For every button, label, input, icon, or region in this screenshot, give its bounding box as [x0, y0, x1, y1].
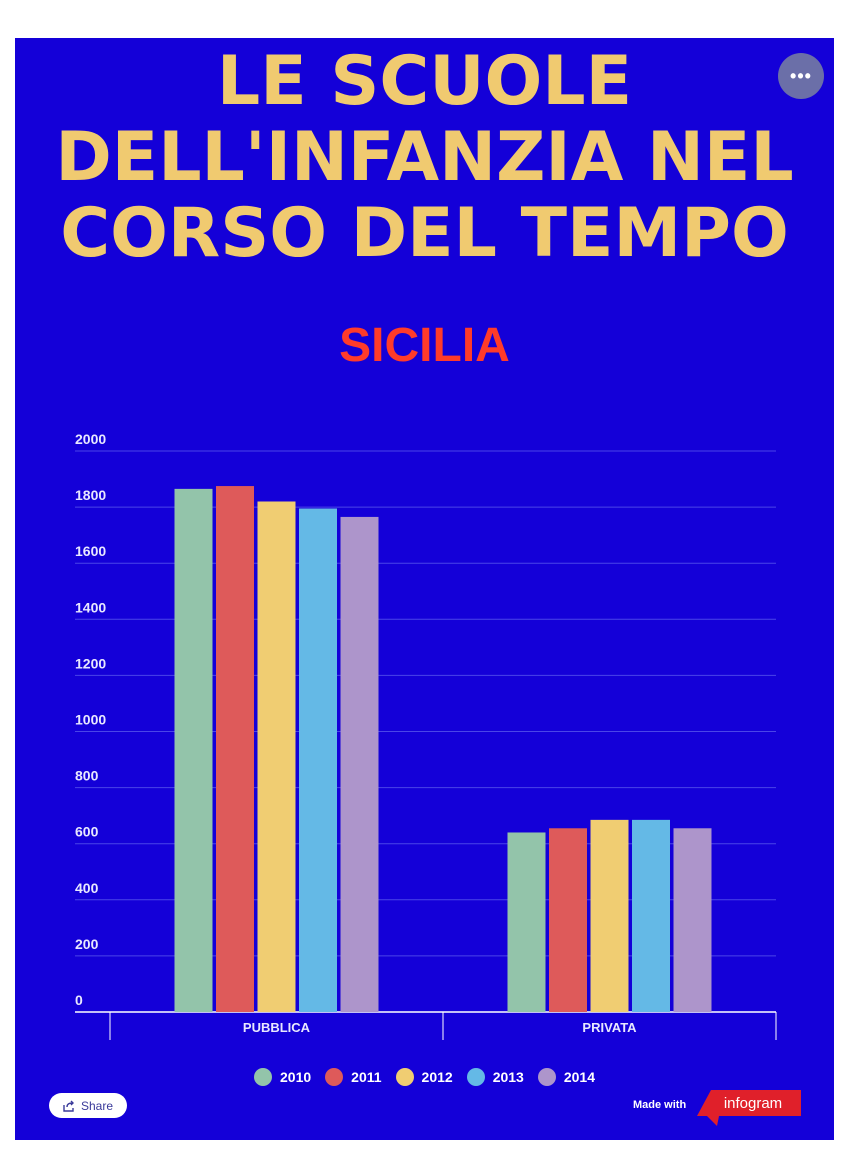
bar-pubblica-2013 [299, 508, 337, 1012]
y-tick-label: 1000 [75, 712, 106, 728]
bar-pubblica-2012 [257, 501, 296, 1012]
chart-title: LE SCUOLE DELL'INFANZIA NEL CORSO DEL TE… [15, 44, 834, 272]
y-tick-label: 400 [75, 880, 99, 896]
legend-label: 2014 [563, 1069, 595, 1085]
bar-privata-2010 [507, 832, 546, 1012]
logo-text: infogram [724, 1095, 782, 1112]
title-line: DELL'INFANZIA NEL [55, 118, 794, 197]
legend-label: 2010 [280, 1069, 312, 1085]
bar-privata-2013 [632, 819, 670, 1012]
legend-swatch [254, 1068, 272, 1086]
legend-item[interactable]: 2010 [254, 1068, 311, 1086]
y-tick-label: 1800 [75, 487, 106, 503]
bar-privata-2012 [590, 819, 629, 1012]
chart-panel: LE SCUOLE DELL'INFANZIA NEL CORSO DEL TE… [15, 38, 834, 1140]
legend-item[interactable]: 2012 [395, 1068, 453, 1086]
bar-privata-2011 [549, 828, 587, 1012]
y-tick-label: 1400 [75, 599, 106, 615]
bar-pubblica-2010 [174, 488, 213, 1012]
legend-label: 2013 [492, 1069, 524, 1085]
y-tick-label: 2000 [75, 431, 106, 447]
legend-item[interactable]: 2014 [537, 1068, 595, 1086]
y-tick-label: 1600 [75, 543, 106, 559]
legend-swatch [466, 1068, 485, 1086]
legend-label: 2011 [351, 1069, 382, 1085]
more-options-button[interactable]: ••• [778, 53, 824, 99]
share-icon [63, 1100, 74, 1112]
bar-privata-2014 [673, 828, 712, 1012]
legend-swatch [395, 1068, 414, 1086]
x-category-label: PUBBLICA [243, 1020, 311, 1035]
y-tick-label: 800 [75, 768, 99, 784]
y-tick-label: 600 [75, 824, 99, 840]
title-line: CORSO DEL TEMPO [60, 194, 789, 273]
made-with-label: Made with [633, 1099, 687, 1111]
bar-pubblica-2014 [340, 516, 379, 1012]
title-line: LE SCUOLE [216, 42, 633, 121]
legend-swatch [537, 1068, 556, 1086]
legend-swatch [325, 1068, 344, 1086]
share-button[interactable]: Share [49, 1093, 127, 1118]
y-tick-label: 1200 [75, 655, 106, 671]
chart-subtitle: SICILIA [339, 319, 510, 372]
legend-label: 2012 [421, 1069, 453, 1085]
y-tick-label: 0 [75, 992, 83, 1008]
y-tick-label: 200 [75, 936, 99, 952]
legend-item[interactable]: 2011 [325, 1068, 382, 1086]
chart-legend: 2010 2011 2012 2013 2014 [15, 1068, 834, 1086]
share-label: Share [80, 1098, 114, 1113]
bar-chart: 0 200 400 600 800 1000 1200 1400 1600 1800 2000 PUB… [75, 431, 777, 1040]
infogram-logo[interactable]: infogram [697, 1088, 801, 1128]
x-category-label: PRIVATA [582, 1020, 637, 1035]
bar-pubblica-2011 [216, 486, 254, 1012]
legend-item[interactable]: 2013 [466, 1068, 524, 1086]
